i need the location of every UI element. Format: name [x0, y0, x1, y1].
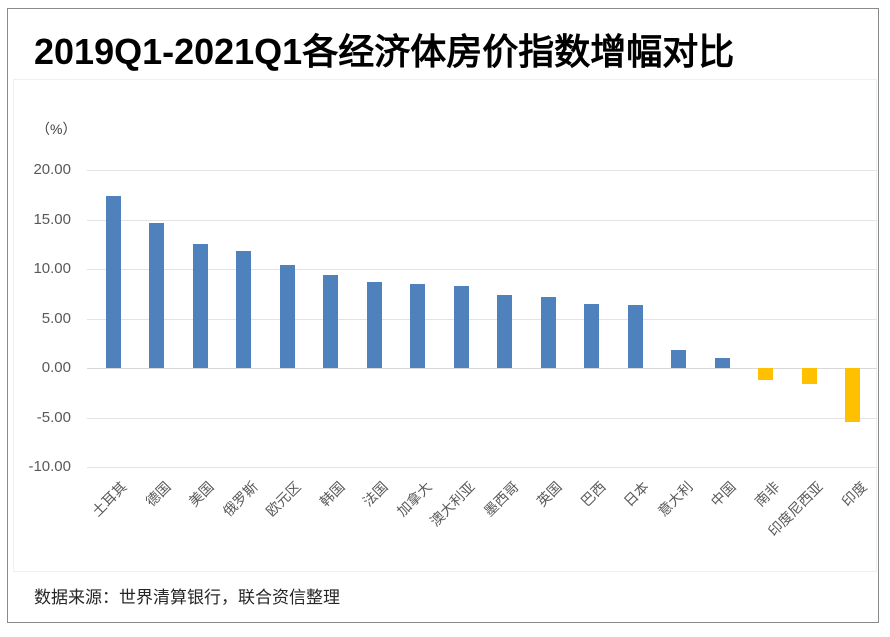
y-tick-label: 10.00	[33, 260, 71, 277]
gridline	[87, 269, 877, 270]
zero-axis-line	[87, 368, 877, 369]
bar	[627, 304, 643, 368]
bar	[801, 368, 817, 384]
bar	[497, 294, 512, 368]
y-tick-label: -10.00	[28, 458, 71, 475]
bar	[845, 368, 860, 422]
bar	[366, 281, 382, 368]
gridline	[87, 467, 877, 468]
bar	[236, 251, 251, 368]
bar	[758, 368, 773, 380]
gridline	[87, 417, 877, 419]
gridline	[87, 170, 877, 171]
y-tick-label: 15.00	[33, 210, 71, 228]
bar	[671, 350, 686, 368]
gridline	[87, 219, 877, 221]
y-tick-label: 0.00	[41, 359, 71, 376]
y-axis-unit-label: （%）	[36, 121, 77, 137]
gridline	[87, 318, 877, 320]
bar	[323, 274, 338, 368]
bar	[279, 265, 295, 368]
bar	[540, 296, 556, 368]
source-note: 数据来源：世界清算银行，联合资信整理	[34, 588, 340, 607]
bar	[105, 195, 121, 368]
bar	[192, 244, 208, 369]
bar	[149, 222, 164, 368]
plot-outer-box	[13, 79, 877, 572]
y-tick-label: 20.00	[33, 161, 71, 178]
plot-area: 20.00 15.00 10.00 5.00 0.00 -5.00 -10.00 土耳其 德国美…	[28, 161, 877, 540]
bar	[453, 285, 469, 368]
chart-frame: 2019Q1-2021Q1各经济体房价指数增幅对比 （%） 20.00 15.00…	[7, 8, 879, 623]
y-tick-label: -5.00	[36, 408, 71, 426]
y-tick-label: 5.00	[41, 309, 71, 327]
bar	[714, 358, 730, 368]
chart-title: 2019Q1-2021Q1各经济体房价指数增幅对比	[34, 31, 735, 72]
bar	[584, 303, 599, 368]
bar	[410, 283, 425, 368]
